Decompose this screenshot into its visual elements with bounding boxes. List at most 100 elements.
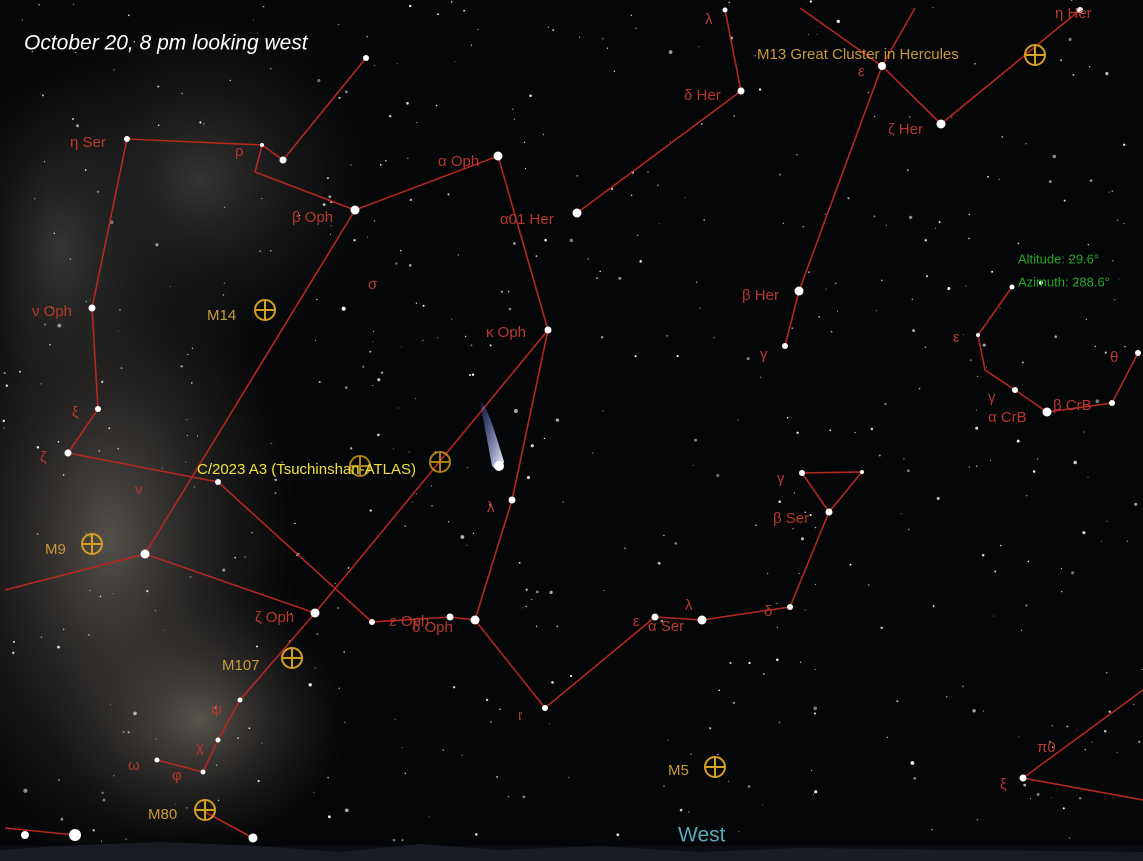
star <box>315 668 316 669</box>
star <box>1087 477 1088 478</box>
star <box>818 316 820 318</box>
star <box>909 216 912 219</box>
star <box>41 636 43 638</box>
star <box>218 800 220 802</box>
comet-label: C/2023 A3 (Tsuchinshan-ATLAS) <box>197 461 416 478</box>
star <box>1123 223 1124 224</box>
star <box>473 533 474 534</box>
star <box>531 599 533 601</box>
star <box>870 428 873 431</box>
star <box>344 722 345 723</box>
star <box>599 271 601 273</box>
star <box>270 443 271 444</box>
star <box>783 223 784 224</box>
star <box>1000 545 1002 547</box>
star <box>1106 672 1108 674</box>
star <box>931 829 933 831</box>
star <box>237 737 239 739</box>
star <box>155 243 158 246</box>
star <box>1111 190 1113 192</box>
bright-star <box>494 152 503 161</box>
star <box>694 439 697 442</box>
star <box>663 785 664 786</box>
star <box>951 117 952 118</box>
star <box>181 93 183 95</box>
bright-star <box>826 509 833 516</box>
star <box>873 215 875 217</box>
star <box>987 176 989 178</box>
star <box>811 770 812 771</box>
star <box>796 432 798 434</box>
star <box>102 799 105 802</box>
star <box>76 124 79 127</box>
star <box>1023 784 1026 787</box>
star <box>549 591 552 594</box>
star <box>552 29 554 31</box>
star <box>270 68 271 69</box>
star <box>466 545 467 546</box>
star <box>1104 730 1107 733</box>
star <box>317 79 320 82</box>
star <box>513 242 516 245</box>
star <box>576 175 578 177</box>
star <box>604 590 605 591</box>
star <box>157 85 159 87</box>
star <box>1091 742 1092 743</box>
star <box>462 755 463 756</box>
star <box>339 97 341 99</box>
star <box>234 557 236 559</box>
star <box>1086 319 1087 320</box>
star <box>126 839 127 840</box>
star <box>896 700 898 702</box>
star <box>1118 278 1119 279</box>
star <box>274 478 277 481</box>
star <box>119 309 121 311</box>
star <box>531 444 534 447</box>
star-label: β Ser <box>773 510 809 527</box>
star <box>385 160 387 162</box>
bright-star <box>542 705 548 711</box>
star <box>342 307 346 311</box>
star <box>814 790 817 793</box>
bright-star <box>216 738 221 743</box>
star-label: α Ser <box>648 618 684 635</box>
star <box>1053 155 1056 158</box>
bright-star <box>545 327 552 334</box>
star <box>186 419 187 420</box>
star <box>639 260 642 263</box>
star-label: γ <box>988 389 996 406</box>
star <box>658 562 661 565</box>
star <box>156 738 157 739</box>
star <box>337 607 339 609</box>
star <box>323 203 326 206</box>
star <box>133 712 137 716</box>
star <box>1112 260 1114 262</box>
star <box>454 61 455 62</box>
star <box>472 373 474 375</box>
star <box>837 20 840 23</box>
star <box>709 727 711 729</box>
bright-star <box>215 479 221 485</box>
star <box>616 833 619 836</box>
star <box>657 184 659 186</box>
star <box>977 376 978 377</box>
star <box>58 779 60 781</box>
star <box>970 359 972 361</box>
star <box>395 262 397 264</box>
star <box>251 532 253 534</box>
star-label: ψ <box>211 701 222 718</box>
star <box>776 603 777 604</box>
star-label: ζ Oph <box>255 609 294 626</box>
star-label: ε <box>953 329 960 346</box>
star <box>868 584 870 586</box>
star <box>696 281 698 283</box>
star <box>815 527 816 528</box>
star <box>810 514 812 516</box>
bright-star <box>69 829 81 841</box>
star <box>912 329 915 332</box>
star <box>716 474 719 477</box>
star <box>1085 749 1086 750</box>
star-label: λ <box>487 499 495 516</box>
bright-star <box>509 497 516 504</box>
star <box>463 10 465 12</box>
